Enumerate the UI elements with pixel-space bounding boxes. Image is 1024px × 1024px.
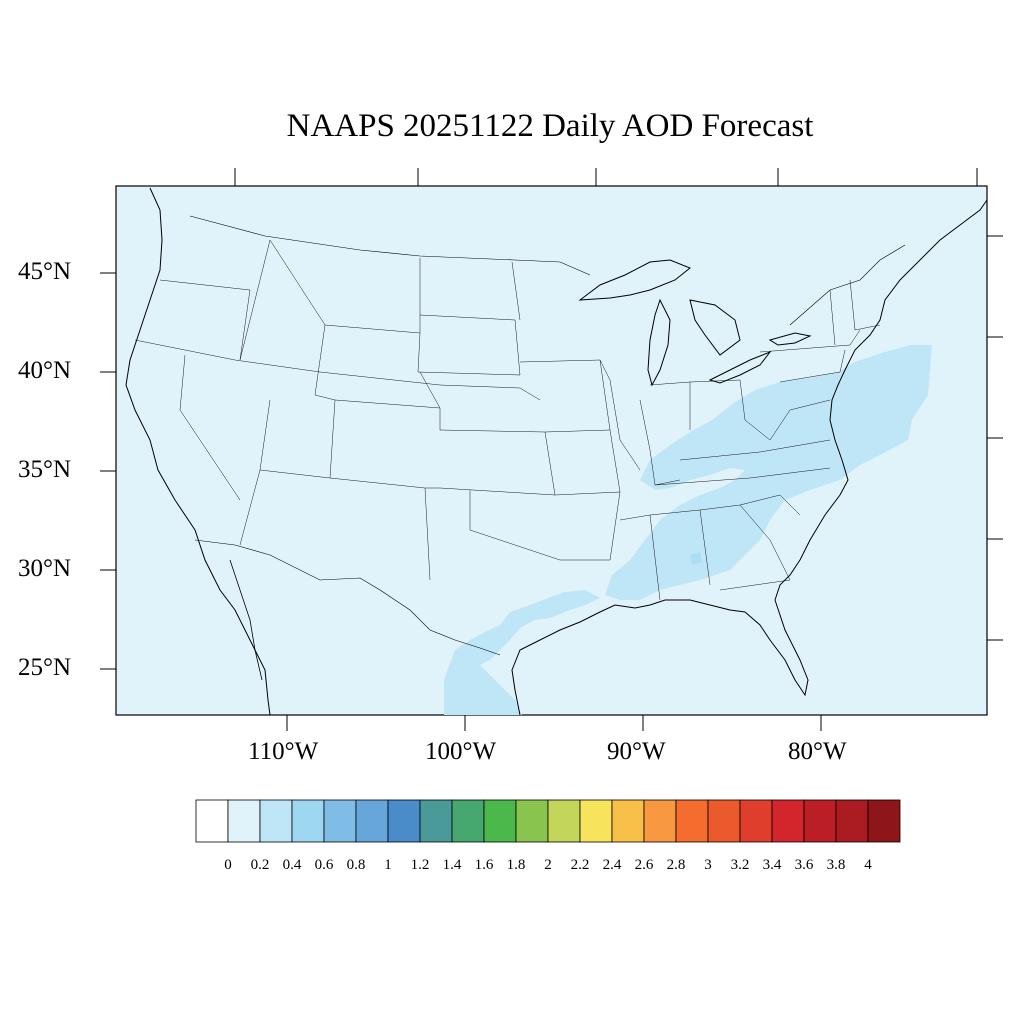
baja-coast [229, 559, 263, 681]
colorbar-tick-label: 2.8 [666, 857, 686, 873]
colorbar-box [675, 799, 709, 843]
canada-border [189, 215, 591, 276]
colorbar-tick-label: 0 [224, 857, 232, 873]
left-ticks [100, 272, 116, 670]
colorbar-tick-label: 1.8 [506, 857, 526, 873]
mexico-border [194, 539, 501, 656]
coastline [125, 187, 271, 716]
colorbar-box [227, 799, 261, 843]
colorbar-tick-label: 3 [704, 857, 712, 873]
colorbar-box [451, 799, 485, 843]
colorbar-box [323, 799, 357, 843]
colorbar-tick-label: 0.8 [346, 857, 366, 873]
lake-huron [689, 299, 741, 356]
lat-label-40: 40°N [18, 357, 72, 384]
aod-plume-east [605, 345, 932, 600]
colorbar-box [483, 799, 517, 843]
colorbar-box [611, 799, 645, 843]
page-title: NAAPS 20251122 Daily AOD Forecast [286, 108, 814, 144]
lon-label-100w: 100°W [425, 738, 497, 765]
colorbar-box [707, 799, 741, 843]
aod-plume-gulf [444, 590, 600, 715]
colorbar-tick-label: 0.2 [250, 857, 270, 873]
colorbar-box [259, 799, 293, 843]
colorbar-box [291, 799, 325, 843]
colorbar-tick-label: 1.2 [410, 857, 430, 873]
colorbar-tick-label: 0.4 [282, 857, 302, 873]
colorbar-tick-label: 1 [384, 857, 392, 873]
colorbar-box [419, 799, 453, 843]
colorbar-box [803, 799, 837, 843]
lake-erie [708, 350, 772, 384]
colorbar-tick-label: 0.6 [314, 857, 334, 873]
colorbar-tick-label: 1.4 [442, 857, 462, 873]
colorbar [195, 799, 901, 843]
colorbar-tick-label: 3.4 [762, 857, 782, 873]
lake-ontario [768, 332, 812, 346]
lat-label-35: 35°N [18, 456, 72, 483]
lon-label-90w: 90°W [607, 738, 666, 765]
bottom-ticks [286, 715, 822, 731]
colorbar-box [195, 799, 229, 843]
colorbar-box [867, 799, 901, 843]
colorbar-tick-label: 2.4 [602, 857, 622, 873]
colorbar-tick-label: 2.6 [634, 857, 654, 873]
colorbar-box [739, 799, 773, 843]
colorbar-box [771, 799, 805, 843]
lon-label-80w: 80°W [788, 738, 847, 765]
colorbar-tick-label: 3.2 [730, 857, 750, 873]
gulf-coast [511, 199, 988, 716]
state-lines [134, 239, 881, 601]
aod-patch-tn [720, 405, 765, 440]
lat-label-45: 45°N [18, 258, 72, 285]
colorbar-tick-label: 1.6 [474, 857, 494, 873]
colorbar-box [547, 799, 581, 843]
colorbar-box [643, 799, 677, 843]
lake-superior [578, 259, 691, 301]
colorbar-box [387, 799, 421, 843]
colorbar-tick-label: 2 [544, 857, 552, 873]
colorbar-box [835, 799, 869, 843]
colorbar-tick-label: 3.6 [794, 857, 814, 873]
colorbar-box [355, 799, 389, 843]
lat-label-30: 30°N [18, 555, 72, 582]
canada-border-east [789, 244, 906, 326]
lon-label-110w: 110°W [248, 738, 319, 765]
colorbar-tick-label: 3.8 [826, 857, 846, 873]
lat-label-25: 25°N [18, 654, 72, 681]
colorbar-box [579, 799, 613, 843]
right-ticks [987, 235, 1003, 641]
colorbar-tick-label: 2.2 [570, 857, 590, 873]
aod-patch-mexico [690, 552, 702, 565]
top-ticks [234, 168, 978, 186]
colorbar-tick-label: 4 [864, 857, 872, 873]
colorbar-box [515, 799, 549, 843]
